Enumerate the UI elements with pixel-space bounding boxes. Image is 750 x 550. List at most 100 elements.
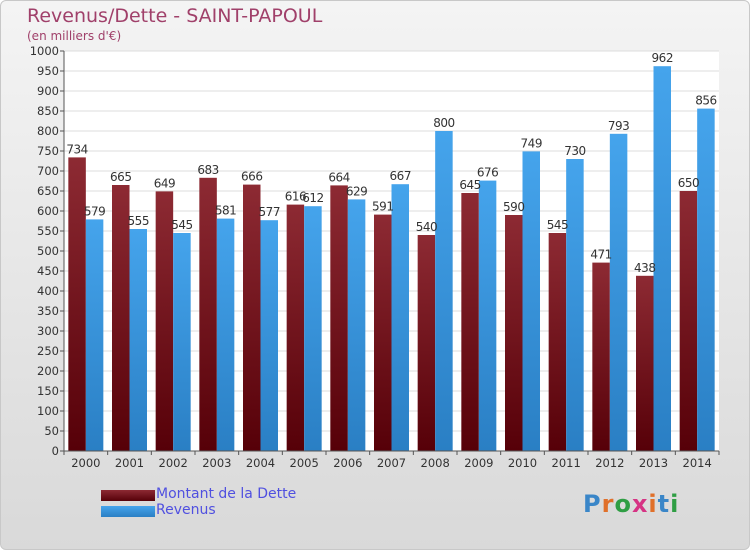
legend-swatch-dette [101, 490, 155, 501]
x-tick-label: 2008 [421, 456, 450, 470]
bar-dette [636, 275, 654, 451]
y-tick-label: 350 [37, 304, 59, 318]
logo-letter: o [614, 490, 632, 518]
bar-revenus [347, 199, 366, 451]
y-tick-label: 200 [37, 364, 59, 378]
data-label-revenus: 577 [259, 205, 280, 219]
data-label-revenus: 856 [695, 94, 716, 108]
chart-subtitle: (en milliers d'€) [27, 29, 122, 43]
bar-revenus [85, 219, 104, 451]
data-label-dette: 438 [634, 261, 655, 275]
data-label-dette: 540 [416, 220, 437, 234]
x-tick-label: 2013 [639, 456, 668, 470]
bar-dette [112, 185, 130, 451]
bar-revenus [653, 66, 671, 451]
data-label-revenus: 579 [84, 204, 105, 218]
bar-dette [68, 157, 86, 451]
y-tick-label: 100 [37, 404, 59, 418]
logo-letter: x [631, 490, 649, 518]
bar-dette [679, 191, 698, 451]
data-label-revenus: 581 [215, 204, 236, 218]
x-tick-label: 2012 [595, 456, 624, 470]
bar-revenus [260, 220, 278, 451]
bar-revenus [478, 180, 497, 451]
data-label-revenus: 800 [433, 116, 454, 130]
bar-revenus [304, 206, 322, 451]
chart-title: Revenus/Dette - SAINT-PAPOUL [27, 5, 323, 27]
bar-revenus [522, 151, 540, 451]
data-label-revenus: 749 [521, 136, 542, 150]
bar-dette [505, 215, 523, 451]
bar-revenus [173, 233, 191, 451]
data-label-dette: 666 [241, 170, 262, 184]
bar-dette [461, 193, 479, 451]
bar-dette [417, 235, 436, 451]
data-label-dette: 471 [590, 248, 611, 262]
bar-dette [155, 191, 174, 451]
data-label-dette: 591 [372, 200, 393, 214]
y-tick-label: 850 [37, 104, 59, 118]
data-label-revenus: 676 [477, 166, 498, 180]
data-label-dette: 683 [197, 163, 218, 177]
bar-dette [330, 185, 348, 451]
y-tick-label: 300 [37, 324, 59, 338]
data-label-revenus: 545 [171, 218, 192, 232]
bar-dette [199, 177, 217, 452]
logo-letter: i [648, 490, 658, 518]
x-tick-label: 2006 [333, 456, 362, 470]
bar-revenus [609, 133, 628, 452]
y-tick-label: 600 [37, 204, 59, 218]
bar-revenus [391, 184, 409, 451]
y-tick-label: 800 [37, 124, 59, 138]
y-tick-label: 700 [37, 164, 59, 178]
x-tick-label: 2009 [464, 456, 493, 470]
bar-dette [548, 233, 567, 451]
data-label-revenus: 962 [652, 51, 673, 65]
data-label-revenus: 612 [302, 191, 323, 205]
y-tick-label: 250 [37, 344, 59, 358]
data-label-dette: 734 [66, 142, 87, 156]
data-label-revenus: 793 [608, 119, 629, 133]
x-tick-label: 2014 [683, 456, 712, 470]
y-tick-label: 650 [37, 184, 59, 198]
data-label-revenus: 667 [390, 169, 411, 183]
bar-dette [374, 214, 392, 451]
bar-dette [286, 204, 305, 451]
bar-revenus [435, 131, 453, 451]
logo-letter: i [670, 490, 680, 518]
data-label-revenus: 730 [564, 144, 585, 158]
legend-label-revenus: Revenus [156, 502, 216, 518]
data-label-revenus: 555 [128, 214, 149, 228]
data-label-dette: 590 [503, 200, 524, 214]
x-tick-label: 2004 [246, 456, 275, 470]
legend-swatch-revenus [101, 506, 155, 517]
x-tick-label: 2005 [290, 456, 319, 470]
data-label-dette: 665 [110, 170, 131, 184]
x-tick-label: 2007 [377, 456, 406, 470]
y-tick-label: 450 [37, 264, 59, 278]
data-label-dette: 545 [547, 218, 568, 232]
x-tick-label: 2002 [159, 456, 188, 470]
legend-label-dette: Montant de la Dette [156, 486, 297, 502]
y-tick-label: 900 [37, 84, 59, 98]
y-tick-label: 950 [37, 64, 59, 78]
bar-dette [592, 262, 610, 451]
data-label-dette: 649 [154, 176, 175, 190]
bar-revenus [566, 159, 584, 451]
x-tick-label: 2001 [115, 456, 144, 470]
y-tick-label: 550 [37, 224, 59, 238]
x-tick-label: 2010 [508, 456, 537, 470]
x-tick-label: 2011 [552, 456, 581, 470]
bar-revenus [216, 218, 235, 451]
data-label-dette: 664 [328, 170, 349, 184]
y-tick-label: 750 [37, 144, 59, 158]
bar-revenus [697, 108, 715, 451]
logo-letter: t [657, 490, 671, 518]
data-label-dette: 645 [459, 178, 480, 192]
proxiti-logo: Proxiti [583, 490, 679, 518]
y-tick-label: 1000 [30, 44, 59, 58]
logo-letter: P [583, 490, 602, 518]
y-tick-label: 400 [37, 284, 59, 298]
